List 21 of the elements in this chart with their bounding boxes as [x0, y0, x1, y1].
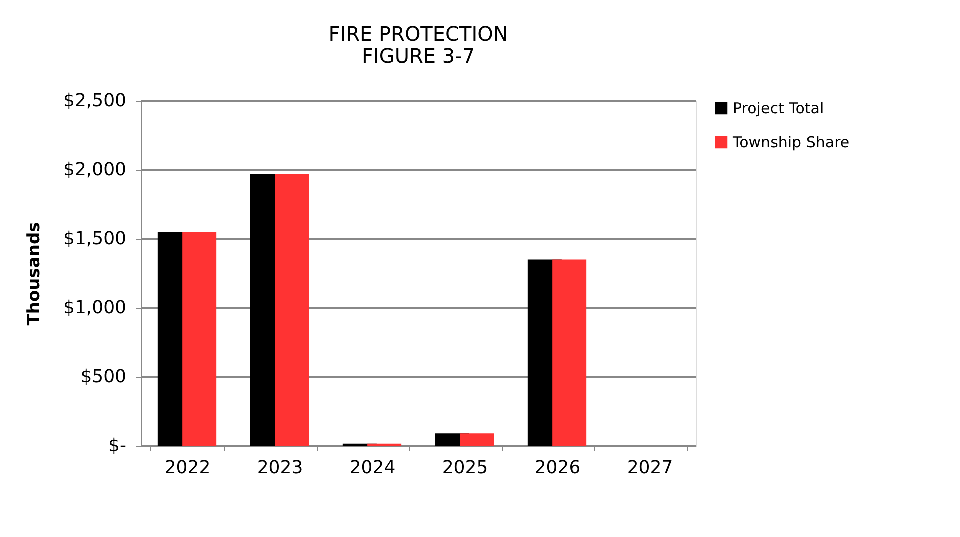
bar	[552, 260, 587, 446]
x-tick-label: 2027	[627, 458, 674, 478]
y-tick-label: $1,500	[64, 228, 126, 250]
x-tick-label: 2026	[534, 458, 581, 478]
y-axis-title: Thousands	[24, 222, 45, 326]
y-tick-label: $2,500	[64, 90, 126, 112]
legend-label: Project Total	[733, 100, 824, 118]
x-tick-label: 2023	[257, 458, 304, 478]
y-tick-label: $1,000	[64, 298, 126, 318]
bar	[275, 174, 310, 446]
y-tick-label: $2,000	[64, 160, 126, 180]
y-tick-label: $500	[80, 366, 126, 388]
bar	[182, 232, 217, 446]
text: FIRE PROTECTION	[328, 22, 508, 46]
y-tick-label: $-	[108, 436, 126, 456]
x-tick-label: 2025	[442, 458, 488, 478]
x-tick-label: 2022	[164, 458, 211, 478]
text: FIGURE 3-7	[362, 44, 476, 68]
bar	[460, 434, 494, 446]
x-tick-label: 2024	[350, 458, 396, 478]
legend-label: Township Share	[732, 134, 850, 152]
